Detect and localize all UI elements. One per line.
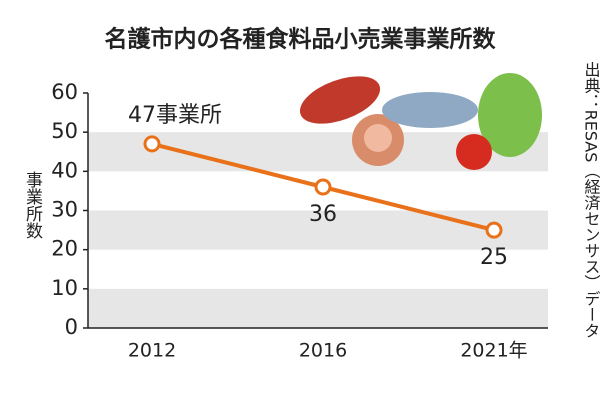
y-tick-label: 0 <box>65 315 78 339</box>
value-label: 47事業所 <box>128 103 222 128</box>
x-tick-label: 2012 <box>128 340 176 362</box>
y-tick-label: 60 <box>51 80 78 104</box>
y-tick-label: 10 <box>51 276 78 300</box>
y-tick-label: 40 <box>51 158 78 182</box>
plot: 0 10 20 30 40 50 60 2012 2016 2021年 47事業所 36 25 <box>51 80 548 362</box>
y-tick-label: 50 <box>51 119 78 143</box>
marker <box>485 221 503 239</box>
y-axis-label: 事業所数 <box>22 171 43 239</box>
source-note: 出典：RESAS（経済センサス）データ <box>582 62 601 339</box>
grid-band <box>88 210 548 250</box>
x-tick-label: 2016 <box>299 340 347 362</box>
marker <box>143 135 161 153</box>
chart-title: 名護市内の各種食料品小売業事業所数 <box>105 26 497 53</box>
y-tick-label: 30 <box>51 198 78 222</box>
food-illustration <box>299 73 542 170</box>
marker <box>314 178 332 196</box>
value-label: 36 <box>309 202 337 227</box>
value-label: 25 <box>480 245 508 270</box>
grid-band <box>88 288 548 328</box>
y-tick-label: 20 <box>51 237 78 261</box>
x-tick-label: 2021年 <box>460 340 527 362</box>
